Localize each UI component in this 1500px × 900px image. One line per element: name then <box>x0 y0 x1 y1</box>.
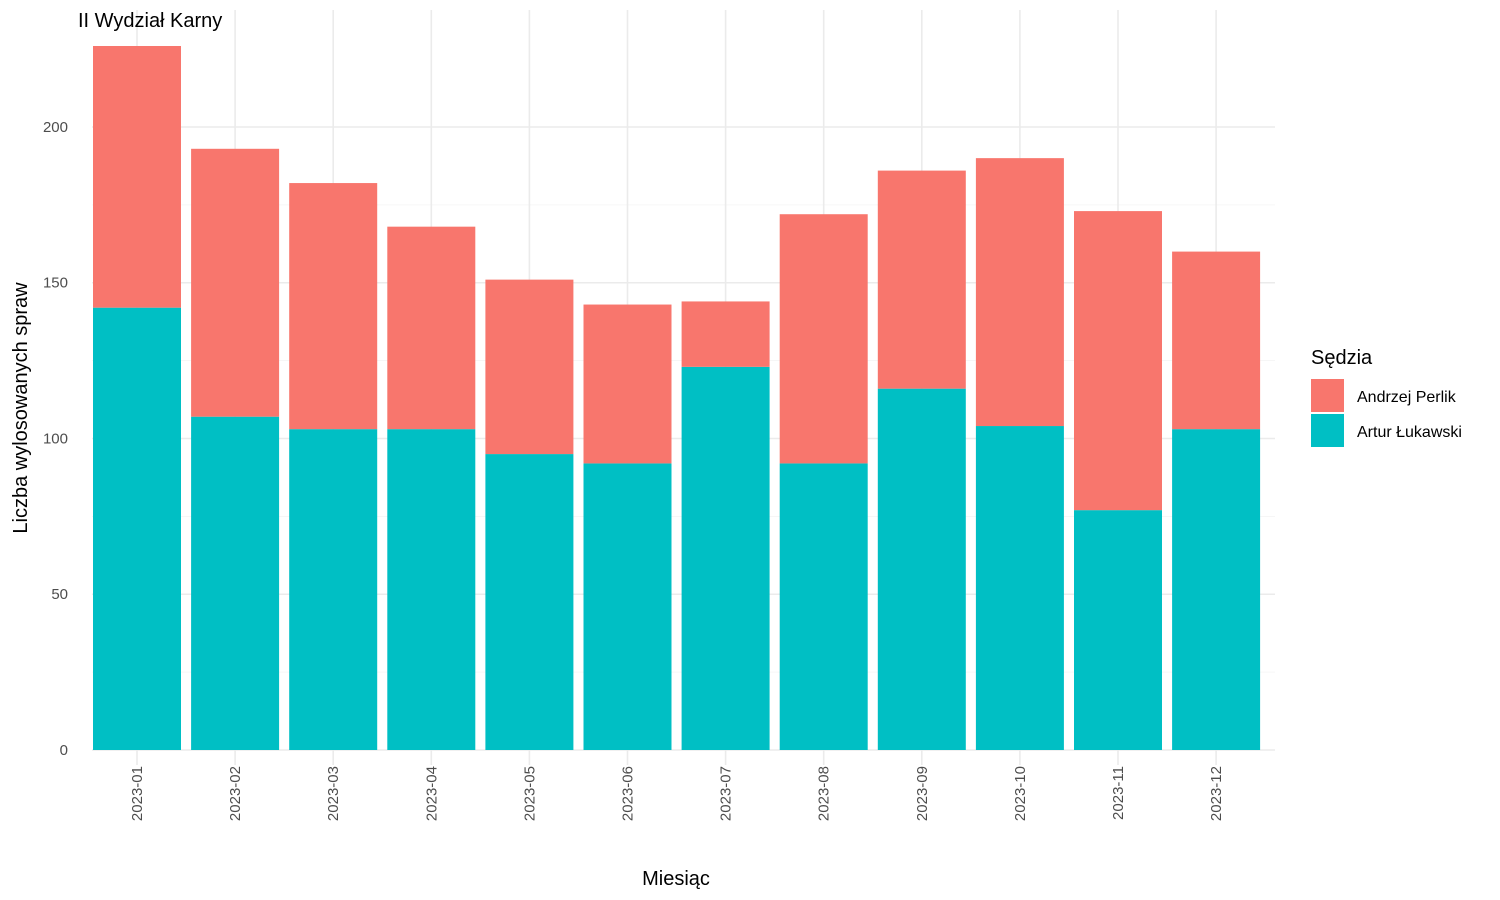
bar-2023-04-series-1 <box>387 226 476 430</box>
bar-2023-06-series-0 <box>583 463 672 750</box>
bar-2023-12-series-1 <box>1172 251 1261 430</box>
legend-key-0 <box>1311 379 1344 412</box>
x-tick-label: 2023-03 <box>325 766 342 821</box>
x-axis-ticks: 2023-01 2023-02 2023-03 2023-04 2023-05 2023-… <box>129 766 1225 821</box>
legend-label-1: Artur Łukawski <box>1357 424 1462 441</box>
x-tick-label: 2023-02 <box>227 766 244 821</box>
x-tick-label: 2023-07 <box>718 766 735 821</box>
bar-2023-08-series-0 <box>779 463 868 750</box>
x-tick-label: 2023-08 <box>816 766 833 821</box>
bar-2023-03-series-0 <box>289 429 378 750</box>
bar-2023-01-series-1 <box>93 46 181 308</box>
y-axis-title: Liczba wylosowanych spraw <box>10 282 32 534</box>
legend-label-0: Andrzej Perlik <box>1357 389 1457 406</box>
bar-2023-05-series-0 <box>485 454 574 750</box>
y-tick-label: 150 <box>43 275 68 292</box>
y-tick-label: 200 <box>43 119 68 136</box>
bar-2023-11-series-1 <box>1074 211 1162 511</box>
bar-2023-07-series-1 <box>681 301 770 367</box>
bar-2023-04-series-0 <box>387 429 476 750</box>
bar-2023-10-series-0 <box>975 426 1064 750</box>
bar-2023-09-series-0 <box>877 388 966 750</box>
legend-key-1 <box>1311 414 1344 447</box>
x-tick-label: 2023-04 <box>423 766 440 821</box>
x-tick-label: 2023-11 <box>1110 766 1127 820</box>
legend-title: Sędzia <box>1311 347 1373 369</box>
bar-2023-01-series-0 <box>93 307 181 750</box>
bar-2023-06-series-1 <box>583 304 672 464</box>
x-tick-label: 2023-09 <box>914 766 931 821</box>
bar-2023-12-series-0 <box>1172 429 1261 750</box>
chart-title: II Wydział Karny <box>78 10 222 32</box>
bar-2023-03-series-1 <box>289 183 378 430</box>
bar-2023-10-series-1 <box>975 158 1064 427</box>
x-tick-label: 2023-06 <box>620 766 637 821</box>
bars <box>93 46 1261 750</box>
legend: Sędzia Andrzej Perlik Artur Łukawski <box>1311 347 1462 447</box>
y-tick-label: 50 <box>51 586 68 603</box>
bar-2023-08-series-1 <box>779 214 868 464</box>
y-tick-label: 0 <box>60 742 68 759</box>
x-tick-label: 2023-05 <box>521 766 538 821</box>
bar-2023-09-series-1 <box>877 170 966 389</box>
x-tick-label: 2023-10 <box>1012 766 1029 821</box>
y-tick-label: 100 <box>43 430 68 447</box>
bar-2023-02-series-0 <box>191 416 280 750</box>
bar-2023-07-series-0 <box>681 366 770 750</box>
x-tick-label: 2023-01 <box>129 766 146 821</box>
bar-2023-11-series-0 <box>1074 510 1162 750</box>
y-axis-ticks: 0 50 100 150 200 <box>43 119 68 759</box>
x-axis-title: Miesiąc <box>642 868 710 890</box>
bar-2023-05-series-1 <box>485 279 574 455</box>
x-tick-label: 2023-12 <box>1208 766 1225 821</box>
bar-2023-02-series-1 <box>191 148 280 417</box>
